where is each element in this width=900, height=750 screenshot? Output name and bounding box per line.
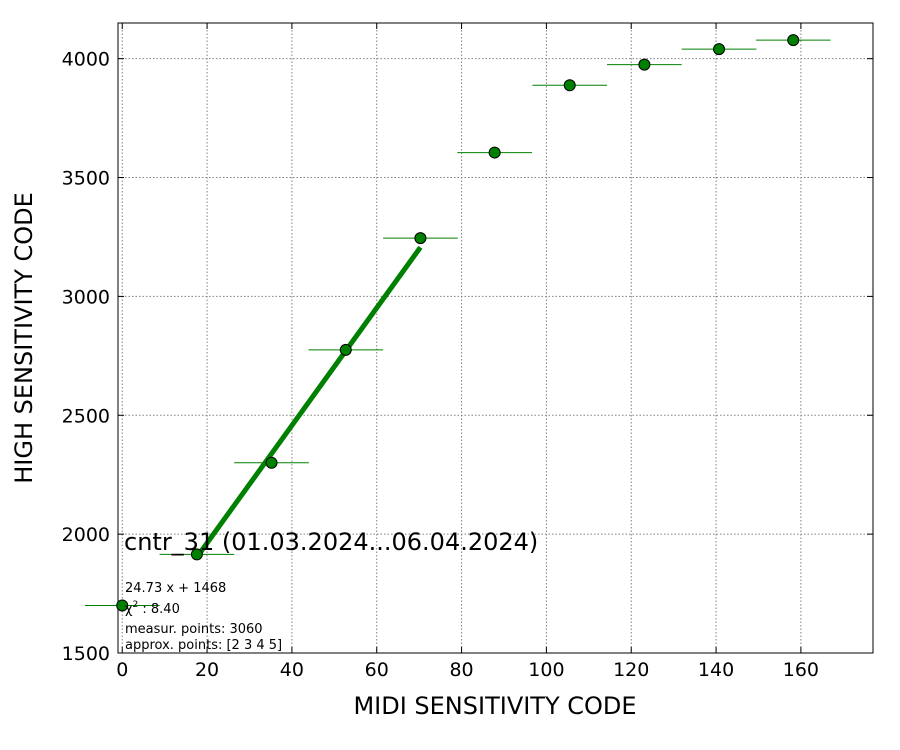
- x-tick-label: 40: [280, 659, 304, 681]
- axis-ticks: 0 20 40 60 80 100 120 140 160 1500 2000 2500 3000 350…: [62, 23, 873, 681]
- grid: [118, 23, 873, 653]
- fit-line: [194, 245, 423, 559]
- data-point: [414, 232, 427, 245]
- chi-value: : 8.40: [138, 602, 180, 617]
- annotation-measur-points: measur. points: 3060: [125, 622, 263, 637]
- y-tick-label: 3500: [62, 168, 110, 190]
- y-axis-label: HIGH SENSITIVITY CODE: [10, 192, 38, 484]
- data-point: [339, 343, 352, 356]
- data-point: [190, 548, 203, 561]
- data-point: [713, 43, 726, 56]
- y-tick-label: 2500: [62, 405, 110, 427]
- annotation-title: cntr_31 (01.03.2024...06.04.2024): [124, 528, 538, 556]
- data-point: [638, 58, 651, 71]
- x-tick-label: 60: [365, 659, 389, 681]
- annotation-approx-points: approx. points: [2 3 4 5]: [125, 638, 282, 653]
- data-point: [563, 79, 576, 92]
- data-points: [84, 34, 831, 612]
- x-tick-label: 100: [528, 659, 564, 681]
- x-tick-label: 80: [449, 659, 473, 681]
- plot-frame: [117, 22, 874, 654]
- y-tick-label: 4000: [62, 49, 110, 71]
- y-tick-label: 3000: [62, 286, 110, 308]
- y-tick-label: 1500: [62, 643, 110, 665]
- data-point: [488, 146, 501, 159]
- annotation-equation: 24.73 x + 1468: [125, 581, 226, 596]
- annotation-chi2: χ2 : 8.40: [125, 600, 180, 617]
- chi-superscript: 2: [133, 600, 139, 610]
- y-tick-label: 2000: [62, 524, 110, 546]
- x-tick-label: 0: [116, 659, 128, 681]
- x-axis-label: MIDI SENSITIVITY CODE: [353, 692, 636, 720]
- data-point: [265, 456, 278, 469]
- x-tick-label: 120: [613, 659, 649, 681]
- x-tick-label: 20: [195, 659, 219, 681]
- data-point: [116, 599, 129, 612]
- x-tick-label: 140: [698, 659, 734, 681]
- chi-symbol: χ: [125, 602, 133, 617]
- x-tick-label: 160: [783, 659, 819, 681]
- fit-line-group: [194, 245, 423, 559]
- data-point: [787, 34, 800, 47]
